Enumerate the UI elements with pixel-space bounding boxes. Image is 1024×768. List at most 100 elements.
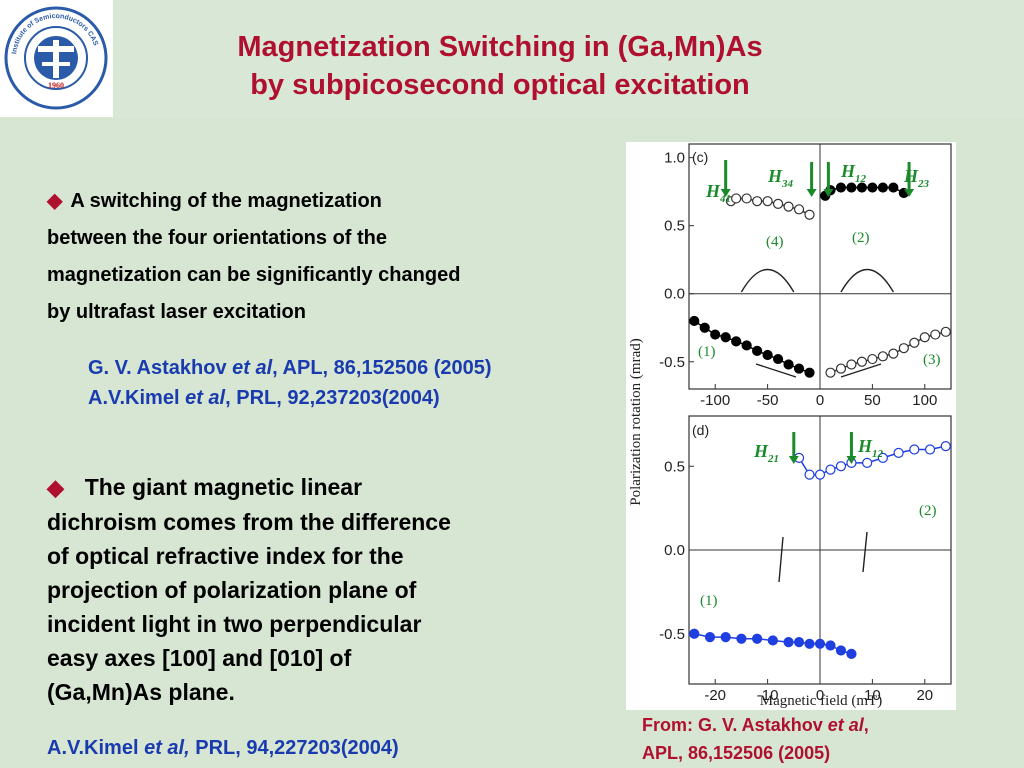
- panel-d-data-point: [752, 633, 763, 644]
- reference-kimel-2004: A.V.Kimel et al, PRL, 92,237203(2004): [88, 384, 440, 412]
- panel-c-data-point: [804, 209, 815, 220]
- bullet2-line-6: easy axes [100] and [010] of: [47, 645, 352, 671]
- panel-c-data-point: [772, 198, 784, 209]
- panel-d-data-point: [835, 461, 847, 472]
- panel-c-data-point: [772, 353, 784, 365]
- panel-c-data-point: [762, 349, 773, 361]
- panel-c-xtick-label: -50: [757, 392, 779, 409]
- reference-kimel-2005: A.V.Kimel et al, PRL, 94,227203(2004): [47, 734, 399, 762]
- ref2-citation: , PRL, 92,237203(2004): [225, 387, 440, 409]
- panel-c-data-point: [930, 329, 941, 340]
- source-comma: ,: [863, 715, 869, 735]
- panel-c-data-point: [940, 326, 951, 337]
- ref3-author: A.V.Kimel: [47, 737, 145, 759]
- ref1-author: G. V. Astakhov: [88, 357, 233, 379]
- curve-label-4: (4): [766, 234, 784, 250]
- panel-c-ytick-label: 0.0: [664, 286, 685, 303]
- field-h21-arrow-head: [788, 456, 799, 464]
- panel-d-data-point: [924, 444, 936, 455]
- panel-c-data-point: [867, 353, 878, 365]
- panel-c-data-point: [835, 182, 847, 193]
- panel-d-data-point: [783, 637, 794, 648]
- ref3-etal: et al,: [144, 737, 190, 759]
- panel-c-xtick-label: -100: [700, 392, 730, 409]
- panel-c-data-point: [919, 332, 930, 343]
- field-h34-arrow-head: [806, 189, 817, 197]
- figure-source: From: G. V. Astakhov et al, APL, 86,1525…: [642, 711, 869, 767]
- panel-d-label: (d): [692, 422, 709, 438]
- panel-c-data-point: [731, 336, 742, 347]
- diamond-bullet-icon: ◆: [47, 475, 64, 500]
- bullet2-line-5: incident light in two perpendicular: [47, 611, 422, 637]
- reference-astakhov: G. V. Astakhov et al, APL, 86,152506 (20…: [88, 354, 492, 382]
- panel-d-data-point: [862, 457, 873, 468]
- direction-arrow-down: [778, 536, 784, 583]
- panel-c-data-point: [699, 322, 710, 333]
- direction-line-right: [840, 363, 882, 378]
- field-h41-arrow-head: [720, 189, 731, 197]
- panel-c-data-point: [752, 196, 763, 207]
- header-band: [0, 0, 1024, 118]
- panel-d-data-point: [804, 469, 815, 480]
- panel-c-data-point: [783, 201, 794, 212]
- panel-d-data-point: [893, 447, 904, 458]
- arc-icon-left: [740, 268, 795, 293]
- bullet1-line-4: by ultrafast laser excitation: [47, 301, 306, 323]
- diamond-bullet-icon: ◆: [47, 190, 63, 212]
- panel-c-data-point: [877, 351, 888, 362]
- panel-c-xtick-label: 0: [816, 392, 824, 409]
- bullet2-line-7: (Ga,Mn)As plane.: [47, 679, 235, 705]
- panel-c-data-point: [752, 345, 763, 356]
- panel-d-data-point: [814, 638, 826, 649]
- y-axis-label: Polarization rotation (mrad): [628, 338, 644, 505]
- panel-c-data-point: [898, 343, 909, 354]
- panel-c-data-point: [856, 356, 868, 367]
- panel-d-xtick-label: 0: [816, 687, 824, 704]
- bullet2-line-4: projection of polarization plane of: [47, 577, 417, 603]
- panel-d-ytick-label: 0.0: [664, 542, 685, 559]
- panel-d-data-point: [825, 464, 836, 475]
- source-citation: APL, 86,152506 (2005): [642, 743, 831, 763]
- panel-d-data-point: [835, 645, 847, 656]
- panel-c-data-point: [846, 359, 857, 370]
- panel-d-xtick-label: 10: [864, 687, 881, 704]
- source-etal: et al: [827, 715, 864, 735]
- logo-year: 1960: [48, 81, 64, 90]
- panel-c-ytick-label: -0.5: [659, 354, 685, 371]
- slide-title: Magnetization Switching in (Ga,Mn)As by …: [120, 28, 880, 104]
- panel-d-data-point: [720, 632, 731, 643]
- bullet2-line-2: dichroism comes from the difference: [47, 509, 451, 535]
- panel-c-data-point: [909, 337, 920, 348]
- ref1-citation: , APL, 86,152506 (2005): [272, 357, 492, 379]
- panel-d-data-point: [689, 628, 700, 639]
- field-h23-arrow-head: [904, 189, 915, 197]
- panel-c-data-point: [846, 182, 857, 193]
- direction-line-left: [755, 363, 797, 378]
- panel-c-data-point: [741, 193, 752, 204]
- ref2-etal: et al: [185, 387, 226, 409]
- bullet1-line-2: between the four orientations of the: [47, 227, 388, 249]
- panel-c-xtick-label: 100: [912, 392, 937, 409]
- panel-c-data-point: [783, 359, 794, 370]
- curve-label-1: (1): [698, 344, 716, 360]
- panel-d-data-point: [909, 444, 920, 455]
- panel-d-curve-label-2: (2): [919, 503, 937, 519]
- panel-d-data-point: [704, 632, 716, 643]
- panel-c-ytick-label: 0.5: [664, 218, 685, 235]
- panel-c-data-point: [762, 196, 773, 207]
- bullet1-line-3: magnetization can be significantly chang…: [47, 264, 461, 286]
- panel-c-data-point: [793, 204, 805, 215]
- source-author: From: G. V. Astakhov: [642, 715, 828, 735]
- panel-c-data-point: [877, 182, 888, 193]
- bullet2-line-3: of optical refractive index for the: [47, 543, 404, 569]
- panel-d-data-point: [940, 441, 951, 452]
- panel-d-ytick-label: -0.5: [659, 626, 685, 643]
- ref2-author: A.V.Kimel: [88, 387, 186, 409]
- field-h12d-arrow-head: [846, 456, 857, 464]
- bullet-dichroism: ◆ The giant magnetic linear dichroism co…: [47, 470, 567, 709]
- title-line-2: by subpicosecond optical excitation: [250, 69, 750, 101]
- bullet2-line-1: The giant magnetic linear: [71, 474, 363, 500]
- panel-c-data-point: [835, 363, 847, 374]
- panel-d-xtick-label: -10: [757, 687, 779, 704]
- panel-c-ytick-label: 1.0: [664, 150, 685, 167]
